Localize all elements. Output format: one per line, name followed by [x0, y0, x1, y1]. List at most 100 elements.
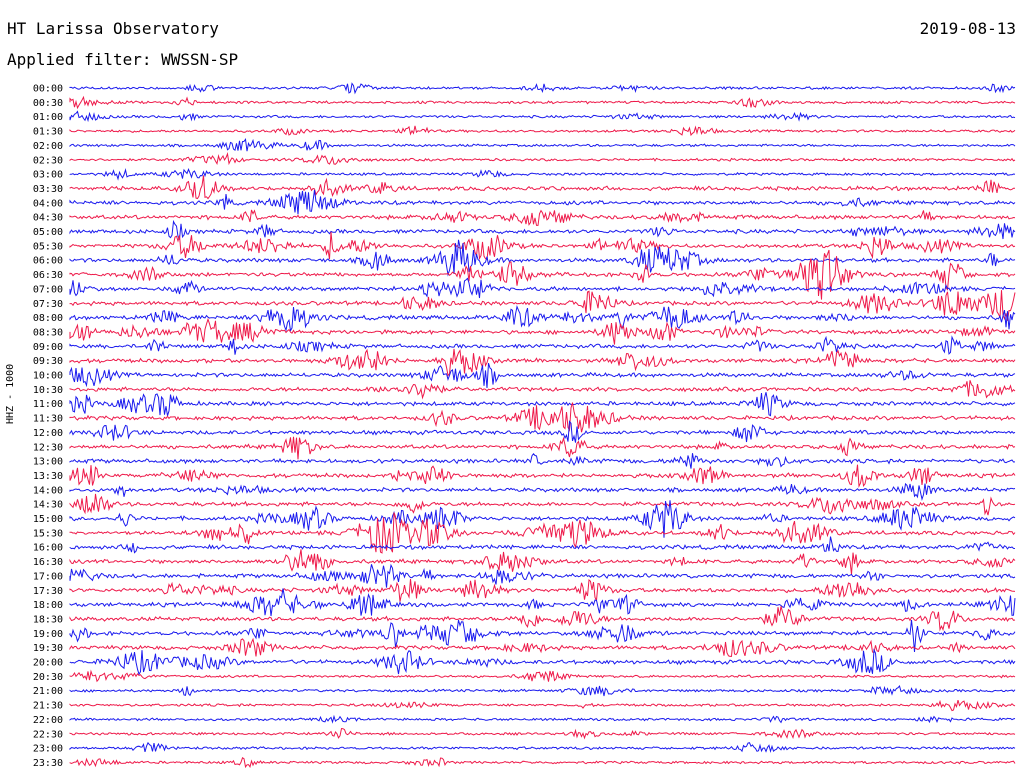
- trace-line: [69, 757, 1016, 769]
- time-label: 17:00: [33, 571, 63, 582]
- time-label: 09:30: [33, 356, 63, 367]
- trace-line: [69, 684, 1016, 697]
- time-label: 08:00: [33, 313, 63, 324]
- trace-line: [69, 453, 1016, 469]
- trace-line: [69, 588, 1016, 617]
- time-label: 13:30: [33, 471, 63, 482]
- time-label: 09:00: [33, 342, 63, 353]
- trace-line: [69, 362, 1016, 389]
- time-label: 10:00: [33, 371, 63, 382]
- time-label: 15:00: [33, 514, 63, 525]
- time-label: 23:00: [33, 744, 63, 755]
- trace-line: [69, 512, 1016, 554]
- trace-line: [69, 317, 1016, 345]
- time-label: 07:30: [33, 299, 63, 310]
- trace-line: [69, 110, 1016, 123]
- trace-line: [69, 231, 1016, 261]
- time-label: 23:30: [33, 758, 63, 769]
- trace-line: [69, 637, 1016, 657]
- time-label: 03:00: [33, 170, 63, 181]
- trace-line: [69, 699, 1016, 712]
- trace-line: [69, 741, 1016, 754]
- time-label: 21:30: [33, 701, 63, 712]
- time-label: 17:30: [33, 586, 63, 597]
- seismic-traces: [69, 82, 1016, 769]
- time-label: 20:30: [33, 672, 63, 683]
- time-label: 05:30: [33, 241, 63, 252]
- time-label: 12:30: [33, 442, 63, 453]
- trace-line: [69, 727, 1016, 740]
- time-label: 03:30: [33, 184, 63, 195]
- time-label: 21:00: [33, 686, 63, 697]
- time-label: 06:00: [33, 256, 63, 267]
- time-label: 22:00: [33, 715, 63, 726]
- time-label: 13:00: [33, 457, 63, 468]
- time-label: 16:00: [33, 543, 63, 554]
- time-label: 06:30: [33, 270, 63, 281]
- time-label: 18:30: [33, 614, 63, 625]
- trace-line: [69, 168, 1016, 181]
- trace-line: [69, 669, 1016, 683]
- time-tick-labels: 00:00 00:30 01:00 01:30 02:00 02:30 03:00 03:30…: [33, 84, 63, 769]
- trace-line: [69, 420, 1016, 443]
- time-label: 08:30: [33, 327, 63, 338]
- trace-line: [69, 436, 1016, 460]
- trace-line: [69, 482, 1016, 501]
- observatory-title: HT Larissa Observatory: [7, 19, 219, 38]
- time-label: 01:30: [33, 127, 63, 138]
- trace-line: [69, 464, 1016, 488]
- trace-line: [69, 493, 1016, 516]
- time-label: 04:30: [33, 213, 63, 224]
- time-label: 15:30: [33, 528, 63, 539]
- filter-label: Applied filter: WWSSN-SP: [7, 50, 239, 69]
- trace-line: [69, 648, 1016, 676]
- time-label: 04:00: [33, 198, 63, 209]
- trace-line: [69, 152, 1016, 166]
- time-label: 01:00: [33, 112, 63, 123]
- trace-line: [69, 304, 1016, 333]
- time-label: 11:00: [33, 399, 63, 410]
- trace-line: [69, 392, 1016, 417]
- trace-line: [69, 348, 1016, 377]
- time-label: 22:30: [33, 729, 63, 740]
- time-label: 12:00: [33, 428, 63, 439]
- time-label: 16:30: [33, 557, 63, 568]
- time-label: 00:30: [33, 98, 63, 109]
- trace-line: [69, 563, 1016, 588]
- time-label: 18:00: [33, 600, 63, 611]
- trace-line: [69, 209, 1016, 226]
- trace-line: [69, 606, 1016, 632]
- time-label: 07:00: [33, 284, 63, 295]
- trace-line: [69, 290, 1016, 321]
- trace-line: [69, 189, 1016, 215]
- time-label: 02:00: [33, 141, 63, 152]
- trace-line: [69, 219, 1016, 241]
- time-label: 05:00: [33, 227, 63, 238]
- time-label: 10:30: [33, 385, 63, 396]
- time-label: 20:00: [33, 658, 63, 669]
- trace-line: [69, 578, 1016, 603]
- time-label: 19:30: [33, 643, 63, 654]
- date-label: 2019-08-13: [919, 19, 1016, 38]
- time-label: 00:00: [33, 84, 63, 95]
- time-label: 14:00: [33, 485, 63, 496]
- trace-line: [69, 380, 1016, 400]
- trace-line: [69, 125, 1016, 137]
- trace-line: [69, 536, 1016, 554]
- trace-line: [69, 714, 1016, 724]
- trace-line: [69, 402, 1016, 433]
- trace-line: [69, 175, 1015, 200]
- trace-line: [69, 335, 1016, 355]
- trace-line: [69, 137, 1016, 152]
- trace-line: [69, 277, 1016, 299]
- time-label: 02:30: [33, 155, 63, 166]
- trace-line: [69, 549, 1016, 575]
- trace-line: [69, 82, 1016, 95]
- time-label: 14:30: [33, 500, 63, 511]
- trace-line: [69, 95, 1016, 110]
- time-label: 19:00: [33, 629, 63, 640]
- trace-line: [69, 500, 1016, 538]
- trace-line: [69, 249, 1016, 300]
- trace-line: [69, 239, 1016, 277]
